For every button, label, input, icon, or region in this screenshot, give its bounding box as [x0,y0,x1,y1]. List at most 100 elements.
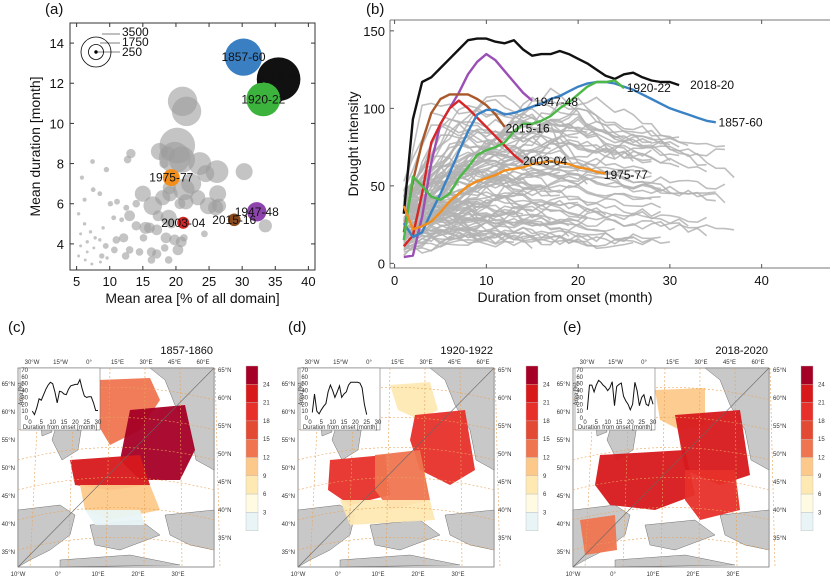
colorbar-segment [800,457,814,476]
x-tick-label: 35 [268,274,282,289]
background-point [205,160,229,184]
colorbar-label: 18 [543,419,550,425]
lon-label-top: 30°E [139,360,152,366]
colorbar-segment [245,365,259,385]
x-tick-label: 30 [235,274,249,289]
background-point [79,232,83,236]
panel-e-map: (e) 2018-2020 30°W 15°W 0° 15°E 30°E 45°E 60°E 10… [557,319,826,577]
inset-y-tick-label: 10 [301,409,308,415]
lon-label-top: 15°W [608,360,623,366]
y-tick-label: 14 [50,36,64,51]
background-series-line [403,184,662,248]
inset-x-tick-label: 0 [308,420,312,426]
drought-region [685,470,740,520]
graticule-meridian [769,367,776,568]
x-axis-title: Mean area [% of all domain] [105,290,279,306]
map-title: 2018-2020 [715,345,768,357]
y-tick-label: 100 [363,101,385,116]
series-line [402,79,625,241]
lat-label-left: 40°N [282,522,295,528]
graticule-parallel [297,537,495,551]
lat-label-left: 55°N [282,438,295,444]
colorbar-segment [525,493,539,513]
graticule-meridian [214,367,221,568]
lat-label-right: 40°N [773,508,786,514]
map-title: 1857-1860 [160,345,213,357]
inset-y-tick-label: 60 [21,375,28,381]
colorbar-label: 3 [818,510,822,516]
inset-y-tick-label: 50 [301,382,308,388]
x-tick-label: 40 [301,274,315,289]
inset-x-tick-label: 10 [49,420,56,426]
inset-y-tick-label: 40 [301,389,308,395]
lat-label-right: 60°N [218,396,231,402]
graticule-meridian [660,367,666,568]
lat-label-right: 35°N [218,536,231,542]
lon-label-bottom: 20°E [686,572,699,577]
y-tick-label: 10 [50,116,64,131]
inset-y-tick-label: 30 [576,395,583,401]
lon-label-top: 0° [366,360,372,366]
inset-area-line [311,381,368,415]
series-label: 1857-60 [719,115,763,129]
background-point [168,146,196,173]
x-tick-label: 25 [202,274,216,289]
background-point [162,186,178,202]
land-shape [429,367,495,471]
drought-region [580,515,617,555]
background-series-line [403,225,487,242]
y-tick-label: 150 [363,24,385,39]
background-point [171,96,202,127]
inset-y-tick-label: 50 [576,382,583,388]
lat-label-right: 35°N [498,536,511,542]
colorbar-segment [525,384,539,403]
land-shape [704,367,770,471]
colorbar-segment [525,420,539,440]
inset-x-tick-label: 30 [375,420,382,426]
lat-label-right: 65°N [773,368,786,374]
inset-y-tick-label: 40 [576,389,583,395]
lat-label-right: 60°N [773,396,786,402]
lat-label-right: 40°N [218,508,231,514]
land-shape [59,554,181,568]
inset-x-title: Duration from onset [month] [23,425,98,431]
lon-label-top: 30°W [580,360,595,366]
inset-area-line [31,378,98,416]
y-tick-label: 12 [50,76,64,91]
x-tick-label: 15 [136,274,150,289]
background-point [174,198,186,210]
colorbar-label: 12 [543,456,550,462]
background-point [209,185,227,203]
inset-x-tick-label: 10 [329,420,336,426]
lon-label-top: 60°E [476,360,489,366]
drought-region [390,382,438,420]
colorbar-segment [245,512,259,531]
x-tick-label: 20 [169,274,183,289]
background-series-line [403,122,652,214]
background-point [135,248,144,256]
map-title: 1920-1922 [440,345,493,357]
background-point [166,219,176,229]
inset-x-tick-label: 10 [604,420,611,426]
background-point [180,234,188,242]
colorbar-segment [800,384,814,403]
drought-region [70,455,150,490]
graticule-parallel [572,477,770,491]
y-tick-label: 8 [57,157,64,172]
inset-x-tick-label: 15 [616,420,623,426]
lat-label-right: 60°N [498,396,511,402]
background-point [90,187,96,193]
background-point [123,155,132,164]
inset-x-title: Duration from onset [month] [578,425,653,431]
background-point [85,240,89,244]
background-point [139,221,152,234]
lat-label-left: 35°N [557,550,570,556]
panel-label: (e) [563,319,581,336]
background-point [201,230,208,238]
lon-label-bottom: 10°W [291,572,306,577]
background-point [111,215,117,221]
series-label: 1920-22 [627,81,671,95]
series-label: 1975-77 [604,168,648,182]
lon-label-bottom: 10°W [11,572,26,577]
inset-y-tick-label: 60 [576,375,583,381]
